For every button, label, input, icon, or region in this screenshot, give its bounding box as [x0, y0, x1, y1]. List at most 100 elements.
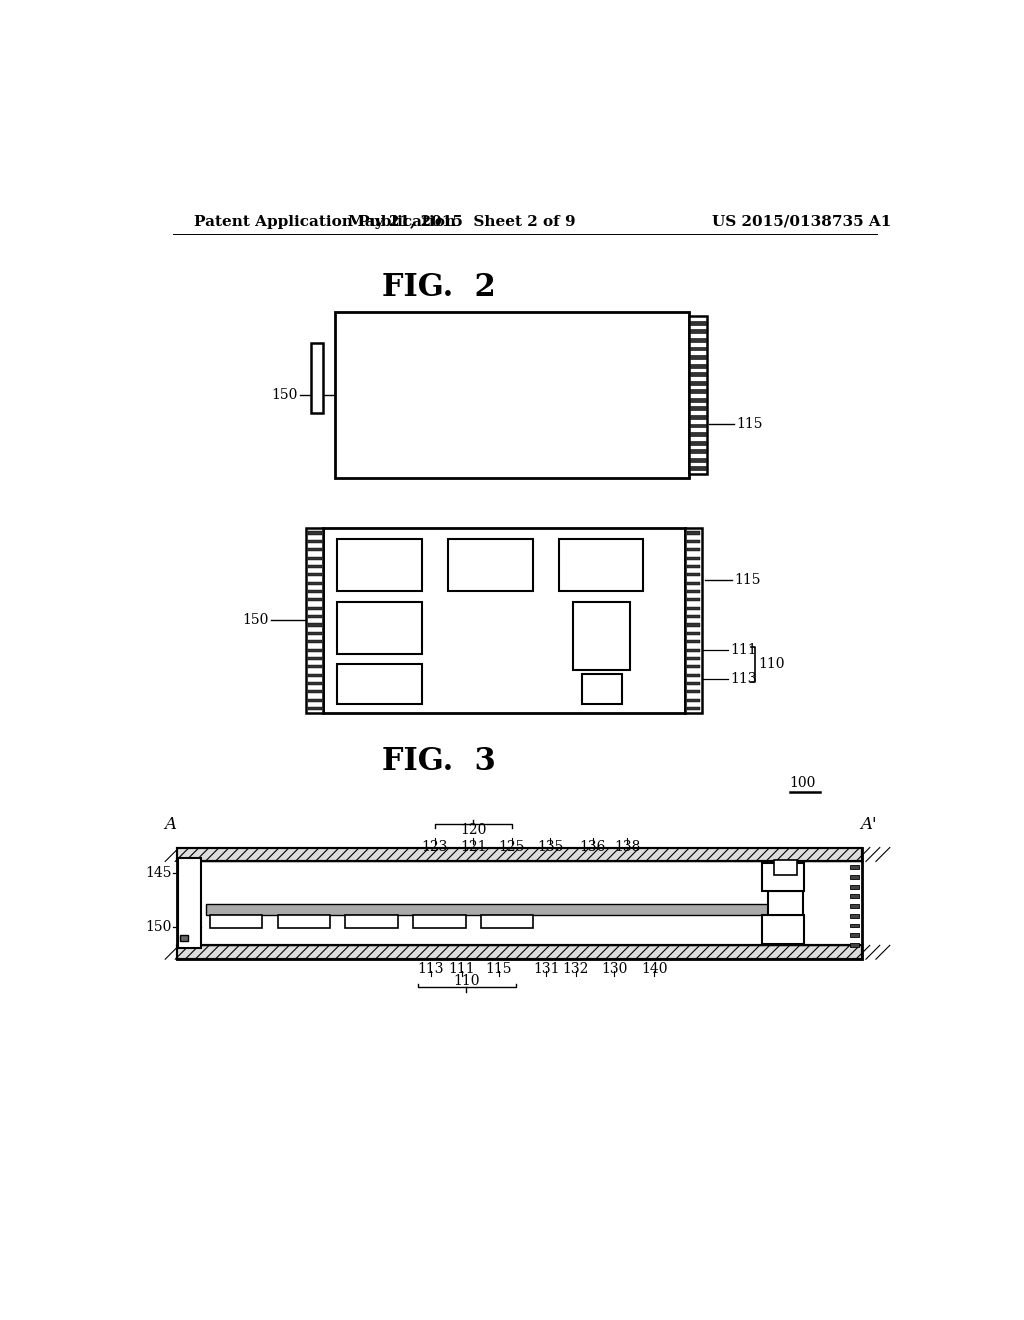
- Bar: [690, 397, 706, 401]
- Bar: [690, 424, 706, 428]
- Bar: [850, 904, 859, 908]
- Bar: [177, 847, 862, 960]
- Bar: [686, 640, 700, 643]
- Bar: [773, 859, 797, 875]
- Text: 138: 138: [614, 840, 640, 854]
- Bar: [307, 690, 322, 693]
- Text: 111: 111: [449, 962, 475, 977]
- Bar: [307, 665, 322, 668]
- Bar: [686, 573, 700, 577]
- Bar: [850, 875, 859, 879]
- Bar: [850, 913, 859, 917]
- Bar: [686, 548, 700, 552]
- Bar: [572, 602, 631, 669]
- Bar: [686, 590, 700, 593]
- Text: 145: 145: [144, 866, 171, 880]
- Bar: [307, 532, 322, 535]
- Bar: [307, 598, 322, 602]
- Bar: [481, 915, 534, 928]
- Bar: [686, 690, 700, 693]
- Bar: [690, 380, 706, 384]
- Bar: [307, 557, 322, 560]
- Bar: [686, 673, 700, 677]
- Bar: [307, 657, 322, 660]
- Bar: [177, 945, 862, 960]
- Bar: [307, 573, 322, 577]
- Bar: [686, 532, 700, 535]
- Text: 130: 130: [601, 962, 628, 977]
- Text: 136: 136: [580, 840, 606, 854]
- Bar: [690, 338, 706, 342]
- Bar: [307, 548, 322, 552]
- Bar: [210, 915, 262, 928]
- Bar: [686, 598, 700, 602]
- Text: 120: 120: [460, 822, 486, 837]
- Bar: [850, 895, 859, 899]
- Text: 131: 131: [534, 962, 559, 977]
- Bar: [768, 891, 803, 915]
- Bar: [307, 623, 322, 627]
- Bar: [762, 915, 804, 944]
- Bar: [690, 372, 706, 376]
- Text: 115: 115: [734, 573, 761, 587]
- Bar: [307, 632, 322, 635]
- Text: 121: 121: [460, 840, 486, 854]
- Text: 132: 132: [562, 962, 589, 977]
- Text: 110: 110: [453, 974, 479, 989]
- Bar: [307, 682, 322, 685]
- Text: A: A: [165, 816, 176, 833]
- Text: FIG.  3: FIG. 3: [382, 746, 496, 776]
- Bar: [178, 858, 202, 949]
- Bar: [686, 657, 700, 660]
- Text: 150: 150: [243, 614, 269, 627]
- Bar: [337, 602, 422, 655]
- Bar: [690, 466, 706, 470]
- Bar: [559, 539, 643, 591]
- Bar: [307, 673, 322, 677]
- Bar: [310, 343, 323, 412]
- Text: 100: 100: [790, 776, 816, 789]
- Text: US 2015/0138735 A1: US 2015/0138735 A1: [712, 215, 891, 228]
- Text: FIG.  2: FIG. 2: [382, 272, 496, 304]
- Bar: [689, 317, 708, 474]
- Bar: [690, 414, 706, 418]
- Bar: [413, 915, 466, 928]
- Bar: [180, 936, 187, 941]
- Text: 140: 140: [641, 962, 668, 977]
- Bar: [323, 528, 685, 713]
- Text: Patent Application Publication: Patent Application Publication: [194, 215, 456, 228]
- Text: 150: 150: [145, 920, 171, 933]
- Bar: [307, 698, 322, 702]
- Bar: [278, 915, 330, 928]
- Bar: [690, 441, 706, 445]
- Bar: [307, 590, 322, 593]
- Bar: [850, 924, 859, 928]
- Bar: [206, 904, 788, 915]
- Bar: [690, 364, 706, 367]
- Bar: [686, 540, 700, 543]
- Bar: [335, 313, 689, 478]
- Bar: [686, 682, 700, 685]
- Text: 150: 150: [271, 388, 298, 401]
- Text: 115: 115: [485, 962, 512, 977]
- Bar: [177, 945, 862, 960]
- Bar: [582, 675, 622, 704]
- Text: 135: 135: [537, 840, 563, 854]
- Bar: [307, 648, 322, 652]
- Bar: [690, 407, 706, 411]
- Text: 113: 113: [730, 672, 757, 686]
- Bar: [686, 698, 700, 702]
- Bar: [307, 708, 322, 710]
- Bar: [307, 615, 322, 618]
- Bar: [177, 847, 862, 862]
- Bar: [686, 557, 700, 560]
- Text: 125: 125: [499, 840, 525, 854]
- Bar: [177, 847, 862, 862]
- Text: 111: 111: [730, 643, 757, 656]
- Bar: [686, 582, 700, 585]
- Bar: [686, 648, 700, 652]
- Bar: [690, 355, 706, 359]
- Bar: [345, 915, 397, 928]
- Bar: [306, 528, 323, 713]
- Text: 115: 115: [736, 417, 763, 430]
